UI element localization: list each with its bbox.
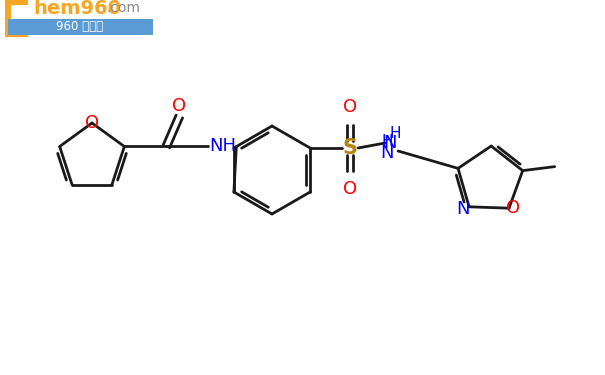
Bar xyxy=(0,0,160,35)
Bar xyxy=(8,19,153,35)
Text: NH: NH xyxy=(209,138,236,156)
Text: N: N xyxy=(456,200,470,218)
Text: O: O xyxy=(85,114,99,132)
Text: O: O xyxy=(172,98,186,116)
Text: H: H xyxy=(390,126,401,141)
Text: H: H xyxy=(381,134,393,148)
Text: O: O xyxy=(343,98,357,116)
Text: N: N xyxy=(384,134,397,152)
Text: hem960: hem960 xyxy=(33,0,121,18)
Text: .com: .com xyxy=(107,1,141,15)
Text: N: N xyxy=(381,144,394,162)
Text: O: O xyxy=(343,180,357,198)
Text: S: S xyxy=(342,138,358,158)
Polygon shape xyxy=(5,0,28,37)
Text: O: O xyxy=(506,199,520,217)
Text: 960 化工网: 960 化工网 xyxy=(56,21,103,33)
